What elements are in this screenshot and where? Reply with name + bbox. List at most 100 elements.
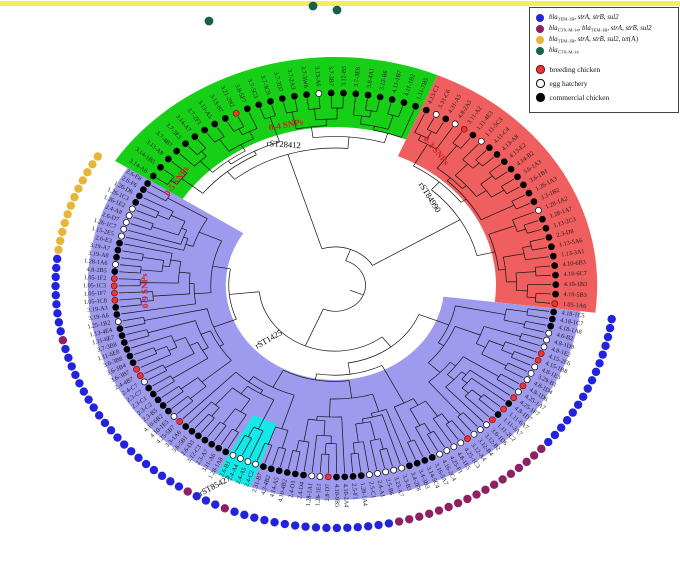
tip-dot-white bbox=[382, 468, 389, 476]
legend-gene-label: blaCTX-M-14, blaTEM-1B, strA, strB, sul2 bbox=[549, 25, 652, 33]
tip-dot-black bbox=[514, 173, 521, 181]
tip-dot-black bbox=[222, 448, 230, 456]
gene-dot-blue bbox=[192, 491, 201, 501]
tip-dot-white bbox=[545, 329, 553, 337]
tip-label: 4.18-1A8 bbox=[558, 324, 583, 336]
gene-dot-blue bbox=[607, 314, 616, 324]
tip-dot-black bbox=[494, 411, 502, 418]
tip-dot-white bbox=[523, 376, 531, 383]
tip-dot-black bbox=[112, 304, 120, 311]
tip-label: 3.7-3W6 bbox=[299, 66, 309, 89]
gene-dot-blue bbox=[100, 418, 110, 428]
legend-gene-item: blaTEM-1B, strA, strB, sul2 bbox=[536, 14, 673, 22]
gene-dot-maroon bbox=[424, 509, 434, 518]
tip-label: 1.28-1A4 bbox=[359, 482, 369, 506]
gene-dot-blue bbox=[322, 523, 331, 533]
gene-dot-yellow bbox=[83, 168, 92, 177]
tip-dot-black bbox=[340, 89, 347, 97]
tip-dot-black bbox=[243, 105, 251, 113]
snp-label: 0-9 SNPs bbox=[139, 273, 150, 309]
tip-dot-black bbox=[525, 189, 533, 197]
tip-label: 4.10-2A4 bbox=[342, 484, 350, 508]
tip-dot-black bbox=[413, 459, 421, 467]
gene-dot-maroon bbox=[405, 515, 414, 524]
gene-dot-blue bbox=[280, 519, 290, 529]
gene-dot-blue bbox=[332, 523, 342, 533]
gene-dot-blue bbox=[311, 523, 321, 532]
gene-dot-blue bbox=[240, 510, 249, 520]
tip-dot-white bbox=[483, 421, 490, 429]
gene-dot-blue bbox=[211, 500, 220, 509]
gene-dot-blue bbox=[556, 423, 566, 432]
tip-dot-white bbox=[443, 447, 451, 454]
gene-dot-blue bbox=[595, 359, 604, 368]
gene-dot-blue bbox=[106, 426, 116, 435]
tip-label: 3.7-3D7 bbox=[272, 71, 284, 93]
gene-dot-blue bbox=[174, 482, 184, 491]
gene-dot-blue bbox=[53, 309, 62, 318]
gene-dot-maroon bbox=[58, 336, 68, 345]
tip-dot-black bbox=[545, 234, 553, 241]
tip-label: 1.05-1C8 bbox=[83, 297, 107, 306]
tip-dot-red bbox=[460, 125, 468, 133]
tip-dot-black bbox=[116, 325, 124, 332]
tip-dot-black bbox=[165, 407, 172, 415]
tip-dot-black bbox=[221, 115, 229, 122]
tip-dot-black bbox=[278, 95, 286, 102]
tip-dot-white bbox=[398, 464, 405, 472]
tip-dot-white bbox=[457, 439, 465, 447]
gene-dot-blue bbox=[71, 370, 80, 380]
tip-dot-black bbox=[118, 332, 126, 339]
tip-label: 1.05-1C3 bbox=[83, 282, 106, 289]
tip-dot-black bbox=[547, 322, 555, 330]
tip-dot-black bbox=[549, 252, 557, 260]
gene-dot-blue bbox=[583, 384, 592, 393]
tip-label: 3.12-B6 bbox=[378, 70, 389, 91]
tip-label: 1.13-3A1 bbox=[561, 248, 585, 258]
tip-label: 3.3-B3 bbox=[401, 474, 413, 492]
tip-dot-black bbox=[275, 467, 283, 475]
tip-dot-black bbox=[376, 93, 384, 101]
tip-dot-white bbox=[125, 212, 133, 219]
tip-dot-black bbox=[291, 92, 298, 100]
tip-dot-black bbox=[400, 99, 408, 106]
tip-label: 2.5-F1 bbox=[350, 483, 358, 500]
tip-dot-white bbox=[141, 378, 148, 386]
tip-label: 3.7-3E8 bbox=[353, 67, 362, 87]
tip-dot-black bbox=[255, 101, 263, 109]
tip-dot-black bbox=[201, 436, 209, 444]
tip-dot-white bbox=[316, 473, 324, 480]
tip-label: 4.10-6B3 bbox=[562, 259, 586, 268]
tip-dot-red bbox=[537, 350, 545, 357]
tip-dot-red bbox=[176, 418, 184, 425]
gene-dot-maroon bbox=[498, 475, 507, 484]
top-accent-bar bbox=[0, 1, 680, 6]
tip-label: 3.13-A6 bbox=[313, 66, 321, 87]
gene-dot-maroon bbox=[481, 485, 490, 494]
tip-dot-black bbox=[422, 106, 430, 114]
tip-label: 3.19-A7 bbox=[89, 242, 110, 253]
gene-dot-blue bbox=[230, 507, 239, 516]
gene-dot-yellow bbox=[56, 236, 65, 246]
tip-label: 4.10-1B3 bbox=[564, 281, 587, 288]
tip-dot-black bbox=[550, 308, 557, 316]
gene-dot-blue bbox=[89, 403, 98, 412]
tip-dot-red bbox=[551, 300, 559, 308]
tip-dot-red bbox=[136, 372, 144, 379]
tip-dot-black bbox=[406, 462, 413, 470]
legend-source-dot-icon bbox=[536, 79, 545, 88]
gene-dot-blue bbox=[134, 453, 143, 462]
tip-dot-black bbox=[208, 440, 216, 448]
tip-dot-black bbox=[126, 352, 134, 360]
tip-dot-black bbox=[182, 423, 190, 430]
tip-label: 2.4-D4 bbox=[296, 482, 305, 500]
tip-dot-black bbox=[552, 271, 559, 279]
gene-dot-blue bbox=[270, 518, 279, 527]
tip-label: 2.8-D7 bbox=[324, 484, 332, 502]
tip-label: 4.10-5B3 bbox=[563, 291, 587, 299]
gene-dot-blue bbox=[598, 350, 607, 359]
tip-dot-black bbox=[364, 91, 372, 99]
gene-dot-maroon bbox=[514, 463, 524, 473]
gene-dot-maroon bbox=[537, 444, 546, 454]
